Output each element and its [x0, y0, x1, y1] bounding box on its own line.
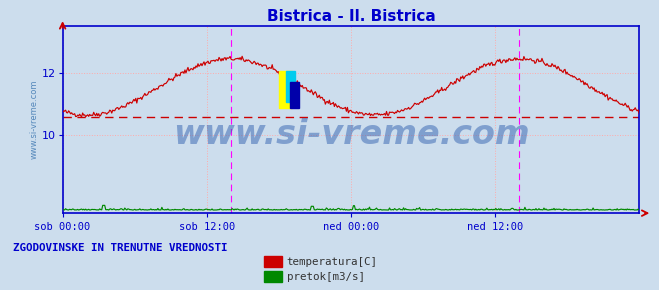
Text: ZGODOVINSKE IN TRENUTNE VREDNOSTI: ZGODOVINSKE IN TRENUTNE VREDNOSTI	[13, 243, 227, 253]
Text: pretok[m3/s]: pretok[m3/s]	[287, 272, 364, 282]
Title: Bistrica - Il. Bistrica: Bistrica - Il. Bistrica	[266, 8, 436, 23]
Text: www.si-vreme.com: www.si-vreme.com	[173, 118, 529, 151]
Y-axis label: www.si-vreme.com: www.si-vreme.com	[30, 80, 39, 160]
Bar	[279, 71, 291, 108]
Text: temperatura[C]: temperatura[C]	[287, 257, 378, 267]
Bar	[286, 71, 295, 102]
Bar	[290, 82, 299, 108]
